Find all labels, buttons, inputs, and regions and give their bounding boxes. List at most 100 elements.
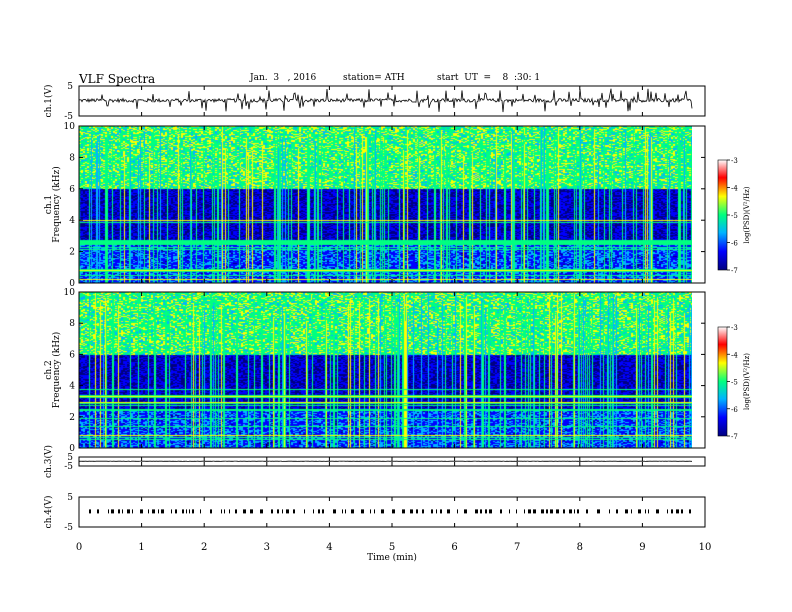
ch4-waveform-pulse [282,509,283,514]
ch4-waveform-pulse [140,509,143,514]
ch4-waveform-pulse [161,509,164,514]
ch4-waveform-pulse [235,509,237,514]
ch4-waveform-pulse [97,509,99,514]
ch2-spectrogram-ytick-label: 10 [64,288,76,298]
x-tick-label: 8 [577,542,583,553]
ch4-waveform-pulse [224,509,225,514]
recording-date: Jan. 3 , 2016 [250,73,317,83]
ch4-waveform-pulse [475,509,478,514]
x-tick-label: 0 [76,542,82,553]
ch1-waveform-ytick-label: -5 [64,112,73,122]
ch4-waveform-pulse [402,509,405,514]
ch1-spectrogram-ytick-label: 2 [69,248,75,258]
ch2-spectrogram-heatmap [79,292,692,448]
ch1-spectrogram-colorbar [717,159,728,271]
ch4-waveform-pulse [182,509,184,514]
ch1-spectrogram-colorbar-tick-label: -7 [731,267,738,275]
ch4-waveform-pulse [516,509,517,514]
ch1-spectrogram-heatmap [79,126,692,283]
ch4-waveform-pulse [108,509,109,514]
ch4-waveform-pulse [464,509,467,514]
ch2-spectrogram-channel-label: ch.2 [44,360,54,379]
ch4-waveform-pulse [667,509,668,514]
ch4-waveform-pulse [577,509,579,514]
ch4-waveform-pulse [574,509,575,514]
ch4-waveform-pulse [392,509,395,514]
ch4-waveform-pulse [609,509,610,514]
ch1-spectrogram-channel-label: ch.1 [44,195,54,214]
ch4-waveform-pulse [322,509,324,514]
chart-title: VLF Spectra [79,72,156,86]
ch4-waveform-pulse [556,509,559,514]
ch4-waveform-pulse [351,509,354,514]
x-axis: 0 1 2 3 4 5 6 7 8 9 10 Time (min) [76,542,712,563]
ch4-waveform-pulse [485,509,487,514]
ch4-waveform-pulse [489,509,492,514]
ch2-spectrogram-ytick-label: 6 [69,350,75,360]
ch4-waveform-pulse [410,509,413,514]
ch2-spectrogram-colorbar-tick-label: -6 [731,406,738,414]
ch4-waveform-pulse [192,509,194,514]
ch4-waveform-pulse [171,509,172,514]
ch1-waveform-ytick-label: 5 [67,82,73,92]
ch4-waveform-pulse [550,509,553,514]
ch4-waveform-pulse [345,509,346,514]
ch4-waveform-pulse [681,509,683,514]
ch4-waveform-pulse [676,509,679,514]
ch4-waveform-ylabel: ch.4(V) [43,496,54,529]
ch4-waveform-pulse [625,509,628,514]
ch4-waveform-pulse [597,509,600,514]
ch1-spectrogram-ytick-label: 10 [64,122,76,132]
ch4-waveform-pulse [431,509,433,514]
ch2-spectrogram-ylabel: Frequency (kHz) [51,332,62,409]
ch4-waveform-pulse [127,509,130,514]
ch4-waveform-pulse [509,509,510,514]
ch4-waveform-pulse [132,509,133,514]
ch4-waveform-pulse [342,509,343,514]
ch4-waveform-pulse [648,509,649,514]
ch4-waveform-pulse [361,509,364,514]
ch4-waveform-pulse [645,509,646,514]
ch1-spectrogram-ytick-label: 8 [69,153,75,163]
ch2-spectrogram-colorbar-tick-label: -4 [731,351,738,359]
ch4-waveform-pulse [569,509,572,514]
ch4-waveform-pulse [638,509,641,514]
ch2-spectrogram-ytick-label: 8 [69,319,75,329]
ch4-waveform-pulse [480,509,482,514]
ch4-waveform-pulse [152,509,155,514]
ch2-spectrogram-colorbar-tick-label: -5 [731,379,738,387]
ch1-spectrogram-colorbar-tick-label: -4 [731,185,738,193]
ch4-waveform-pulse [189,509,190,514]
ch2-spectrogram-ytick-label: 2 [69,413,75,423]
ch4-waveform-pulse [250,509,253,514]
ch4-waveform-pulse [260,509,263,514]
ch4-waveform-pulse [563,509,565,514]
ch4-waveform-pulse [286,509,289,514]
ch2-spectrogram-colorbar-label: log(PSD)(V²/Hz) [743,353,751,410]
ch4-waveform-pulse [293,509,295,514]
x-tick-label: 7 [514,542,520,553]
x-tick-label: 6 [451,542,457,553]
ch4-waveform-pulse [158,509,159,514]
ch1-spectrogram-ytick-label: 6 [69,185,75,195]
ch1-spectrogram-colorbar-tick-label: -5 [731,212,738,220]
station-label: station= ATH [343,73,405,83]
ch3-waveform-ylabel: ch.3(V) [43,445,54,478]
ch4-waveform-panel: 5 -5 ch.4(V) [43,493,706,533]
ch4-waveform-pulse [271,509,273,514]
ch2-spectrogram-colorbar-tick-label: -3 [731,324,738,332]
ch4-waveform-pulse [546,509,548,514]
ch4-waveform-pulse [175,509,177,514]
ch4-waveform-pulse [370,509,371,514]
ch3-waveform-ytick-label: 5 [67,453,73,463]
ch1-waveform-panel: 5 -5 ch.1(V) [43,82,706,122]
ch4-waveform-pulse [631,509,632,514]
ch1-spectrogram-colorbar-label: log(PSD)(V²/Hz) [743,186,751,243]
ch4-waveform-pulse [416,509,418,514]
ch4-waveform-pulse [318,509,320,514]
ch4-waveform-pulse [111,509,114,514]
ch4-waveform-pulse [586,509,588,514]
